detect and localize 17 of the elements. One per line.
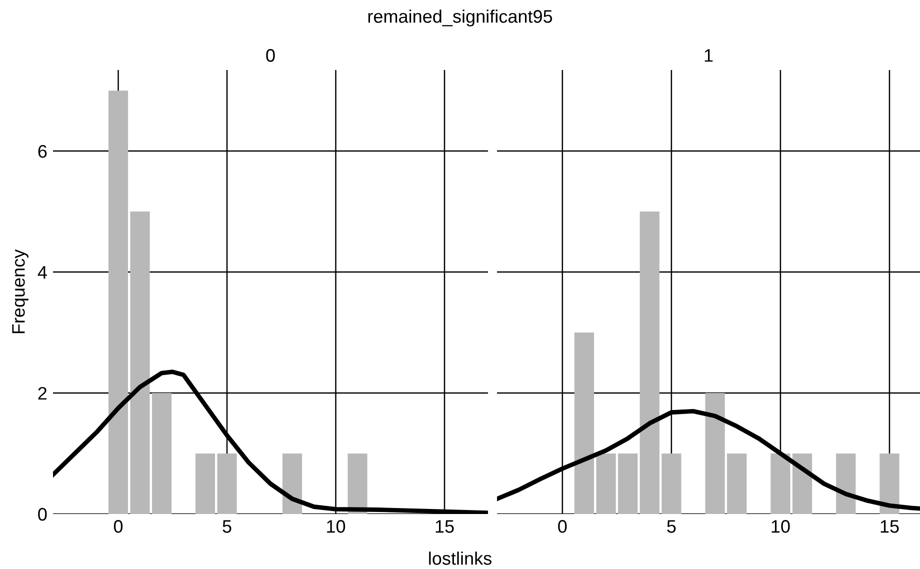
y-tick-label: 6: [38, 144, 47, 158]
y-axis-title: Frequency: [12, 249, 28, 334]
x-tick-label: 15: [880, 520, 899, 533]
x-tick-label: 10: [772, 520, 790, 533]
y-tick-label: 2: [38, 386, 47, 400]
y-tick-label: 4: [38, 266, 47, 279]
chart-title: 0: [266, 49, 275, 62]
text: remained_significant95: [368, 10, 552, 26]
chart-title: 1: [704, 49, 713, 62]
x-tick-label: 5: [667, 520, 676, 533]
x-axis-title: lostlinks: [429, 552, 492, 565]
x-tick-label: 5: [222, 520, 232, 533]
x-tick-label: 0: [114, 520, 123, 533]
x-tick-label: 15: [436, 520, 454, 533]
y-tick-label: 0: [38, 508, 47, 521]
x-tick-label: 10: [327, 520, 346, 533]
x-tick-label: 0: [558, 520, 567, 533]
